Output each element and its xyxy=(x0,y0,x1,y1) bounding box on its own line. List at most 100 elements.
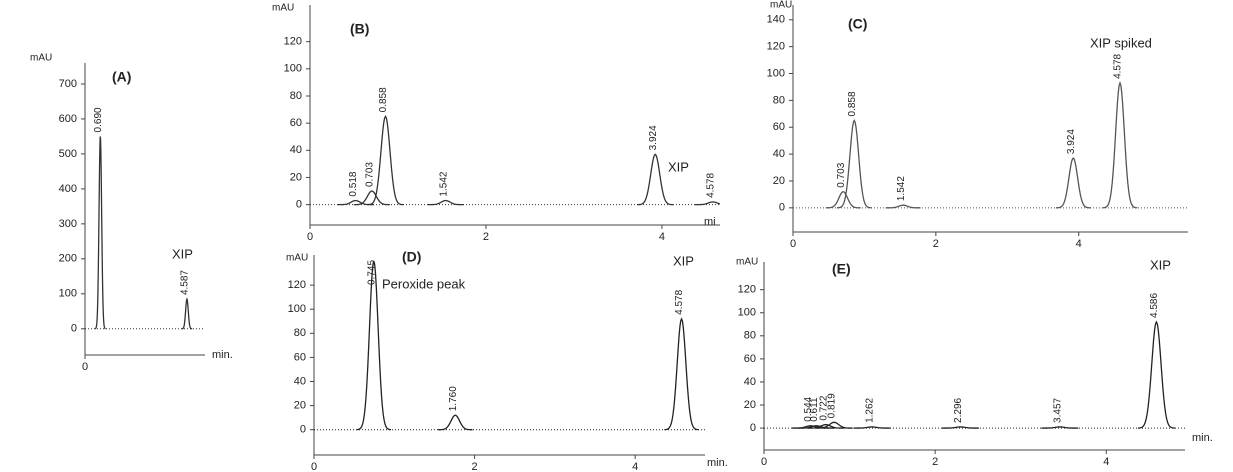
peak-label: 4.586 xyxy=(1149,293,1160,318)
peak xyxy=(815,421,853,429)
x-axis-label: min. xyxy=(1192,432,1213,444)
peak xyxy=(836,119,872,209)
y-tick-label: 40 xyxy=(294,375,306,387)
peak-label: 0.703 xyxy=(364,162,375,187)
peak xyxy=(367,114,404,206)
x-tick-label: 2 xyxy=(483,231,489,243)
y-tick-label: 120 xyxy=(288,279,306,291)
peak-label: 0.703 xyxy=(836,162,847,187)
peak-label: 0.858 xyxy=(378,87,389,112)
peak xyxy=(438,414,473,431)
peak-label: 0.518 xyxy=(348,171,359,196)
y-tick-label: 60 xyxy=(290,117,302,129)
chromatogram-panel: 0 100 200 300 400 500 600 700 0 0.690 4.587 (A) mAU m… xyxy=(30,53,233,373)
y-tick-label: 60 xyxy=(744,353,756,365)
y-tick-label: 600 xyxy=(59,113,77,125)
annotation: XIP xyxy=(172,246,193,261)
y-axis-label: mAU xyxy=(272,3,294,14)
y-tick-label: 0 xyxy=(779,202,785,214)
panel-title: (E) xyxy=(832,261,851,277)
x-tick-label: 0 xyxy=(307,231,313,243)
annotation: Peroxide peak xyxy=(382,276,466,291)
y-tick-label: 120 xyxy=(284,36,302,48)
peak-label: 0.611 xyxy=(809,397,820,422)
y-tick-label: 80 xyxy=(290,90,302,102)
y-tick-label: 40 xyxy=(290,144,302,156)
peak-label: 3.924 xyxy=(648,125,659,150)
annotation: XIP spiked xyxy=(1090,35,1152,50)
y-tick-label: 100 xyxy=(288,303,306,315)
x-axis-label: min. xyxy=(707,457,728,469)
y-tick-label: 120 xyxy=(738,284,756,296)
peak xyxy=(797,425,835,429)
y-axis-label: mAU xyxy=(736,257,758,268)
y-tick-label: 700 xyxy=(59,78,77,90)
y-tick-label: 60 xyxy=(773,121,785,133)
peak xyxy=(853,426,891,429)
peak-label: 1.262 xyxy=(865,397,876,422)
peak-label: 3.457 xyxy=(1052,397,1063,422)
y-tick-label: 80 xyxy=(773,94,785,106)
x-tick-label: 4 xyxy=(1076,238,1082,250)
y-tick-label: 0 xyxy=(300,424,306,436)
peak xyxy=(885,204,921,209)
peak xyxy=(664,317,699,431)
x-axis-label: mi xyxy=(704,216,716,228)
peak xyxy=(825,191,861,209)
y-tick-label: 140 xyxy=(767,14,785,26)
y-tick-label: 300 xyxy=(59,218,77,230)
x-tick-label: 0 xyxy=(311,461,317,472)
y-tick-label: 0 xyxy=(71,323,77,335)
y-tick-label: 0 xyxy=(750,422,756,434)
x-axis-label: min. xyxy=(212,349,233,361)
peak xyxy=(1102,80,1138,209)
y-axis-label: mAU xyxy=(770,0,792,11)
peak-label: 2.296 xyxy=(953,397,964,422)
y-tick-label: 500 xyxy=(59,148,77,160)
y-tick-label: 40 xyxy=(773,148,785,160)
y-tick-label: 0 xyxy=(296,199,302,211)
peak-label: 3.924 xyxy=(1066,129,1077,154)
peak xyxy=(941,426,979,429)
peak xyxy=(694,201,720,206)
peak-label: 0.544 xyxy=(803,396,814,421)
peak-label: 1.760 xyxy=(448,386,459,411)
peak xyxy=(94,136,106,330)
x-tick-label: 2 xyxy=(472,461,478,472)
y-tick-label: 100 xyxy=(284,63,302,75)
annotation: XIP xyxy=(668,159,689,174)
peak-label: 0.690 xyxy=(93,107,104,132)
y-tick-label: 120 xyxy=(767,41,785,53)
x-tick-label: 0 xyxy=(82,361,88,373)
peak xyxy=(353,190,390,206)
peak xyxy=(1137,320,1175,429)
peak xyxy=(427,199,464,206)
x-tick-label: 4 xyxy=(659,231,665,243)
x-tick-label: 2 xyxy=(932,456,938,468)
peak xyxy=(807,423,845,429)
panel-title: (B) xyxy=(350,21,369,37)
y-tick-label: 80 xyxy=(744,330,756,342)
peak-label: 4.587 xyxy=(180,270,191,295)
peak-label: 1.542 xyxy=(896,176,907,201)
panel-title: (A) xyxy=(112,69,131,85)
chromatogram-panel: 0 20 40 60 80 100 120 140 0 2 4 0.703 0.858 1.542 3.92… xyxy=(767,0,1188,250)
peak-label: 4.578 xyxy=(1113,53,1124,78)
peak-label: 4.578 xyxy=(674,289,685,314)
y-axis-label: mAU xyxy=(286,253,308,264)
y-tick-label: 200 xyxy=(59,253,77,265)
y-tick-label: 400 xyxy=(59,183,77,195)
x-tick-label: 0 xyxy=(761,456,767,468)
x-tick-label: 0 xyxy=(790,238,796,250)
peak-label: 0.858 xyxy=(847,91,858,116)
peak xyxy=(181,297,193,330)
peak xyxy=(637,153,674,206)
y-tick-label: 60 xyxy=(294,351,306,363)
y-tick-label: 100 xyxy=(59,288,77,300)
peak xyxy=(356,260,392,431)
x-tick-label: 4 xyxy=(1103,456,1109,468)
panel-title: (D) xyxy=(402,249,421,265)
y-tick-label: 100 xyxy=(767,67,785,79)
peak xyxy=(1055,157,1091,209)
